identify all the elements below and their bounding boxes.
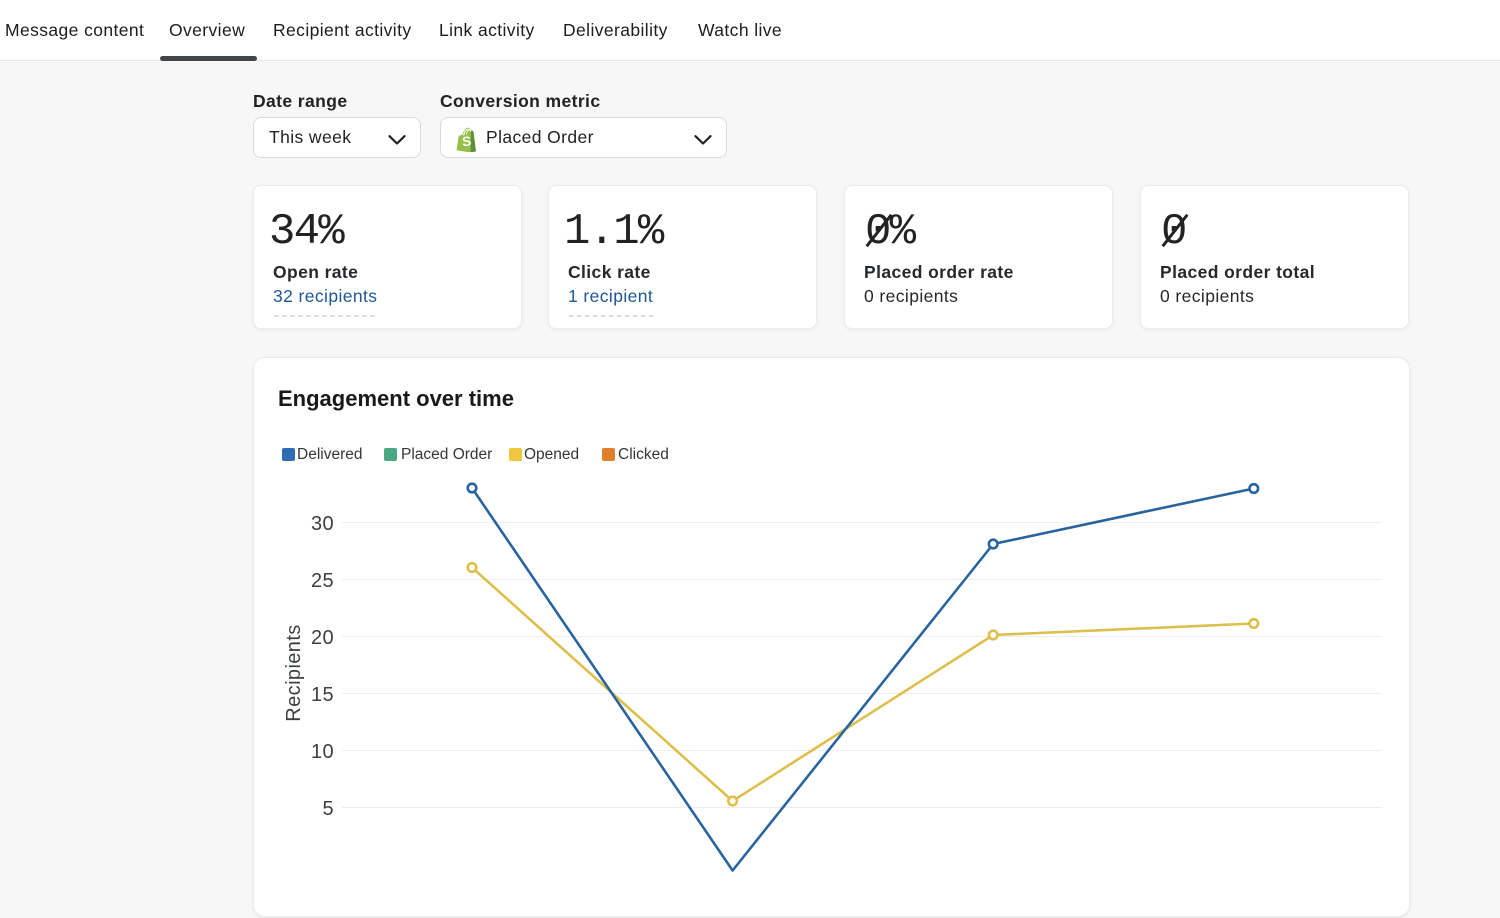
svg-text:5: 5: [322, 798, 334, 820]
svg-text:25: 25: [311, 570, 334, 592]
svg-text:30: 30: [311, 513, 334, 535]
svg-text:10: 10: [311, 741, 334, 763]
svg-text:15: 15: [311, 684, 334, 706]
svg-text:Recipients: Recipients: [283, 624, 305, 721]
svg-text:S: S: [461, 133, 472, 149]
svg-text:20: 20: [311, 627, 334, 649]
